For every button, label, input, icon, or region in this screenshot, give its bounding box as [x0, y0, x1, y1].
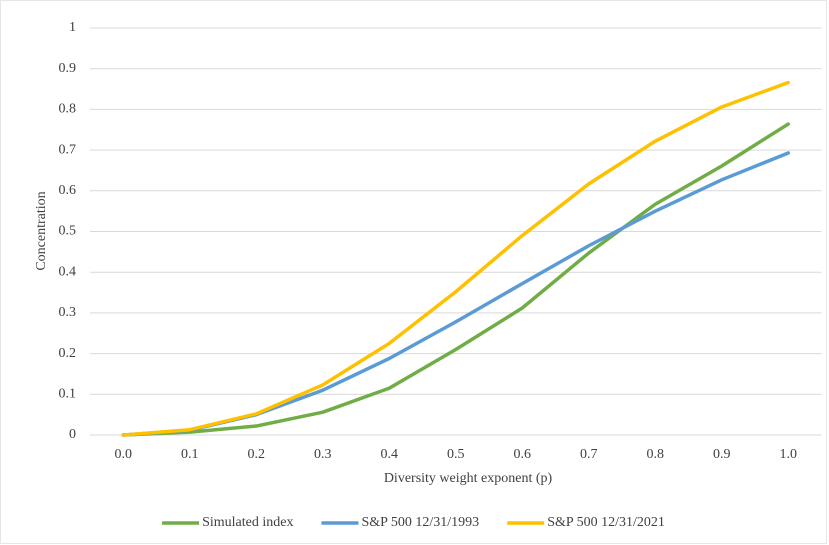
legend-label: S&P 500 12/31/1993 — [361, 515, 479, 530]
y-tick-label: 0.9 — [59, 61, 77, 76]
x-tick-label: 0.3 — [314, 447, 332, 462]
y-tick-label: 0.6 — [59, 183, 77, 198]
x-tick-label: 0.2 — [248, 447, 266, 462]
y-tick-label: 0.7 — [59, 142, 77, 157]
y-tick-label: 0.5 — [59, 224, 77, 239]
x-tick-label: 0.8 — [647, 447, 665, 462]
y-tick-label: 0.1 — [59, 387, 77, 402]
x-axis-label: Diversity weight exponent (p) — [384, 471, 553, 486]
y-tick-label: 1 — [69, 20, 76, 35]
x-tick-label: 0.9 — [713, 447, 731, 462]
y-tick-label: 0 — [69, 427, 76, 442]
y-tick-label: 0.2 — [59, 346, 77, 361]
x-tick-label: 1.0 — [780, 447, 798, 462]
x-tick-label: 0.4 — [381, 447, 399, 462]
x-tick-label: 0.1 — [181, 447, 199, 462]
data-line — [121, 122, 790, 437]
legend-label: Simulated index — [202, 515, 293, 530]
y-tick-label: 0.3 — [59, 305, 77, 320]
x-tick-label: 0.7 — [580, 447, 598, 462]
y-axis-label: Concentration — [34, 191, 49, 270]
x-tick-label: 0.5 — [447, 447, 465, 462]
y-tick-label: 0.8 — [59, 102, 77, 117]
x-tick-label: 0.6 — [514, 447, 532, 462]
legend-label: S&P 500 12/31/2021 — [547, 515, 665, 530]
x-tick-label: 0.0 — [115, 447, 133, 462]
y-tick-label: 0.4 — [59, 264, 77, 279]
data-line — [121, 80, 790, 437]
